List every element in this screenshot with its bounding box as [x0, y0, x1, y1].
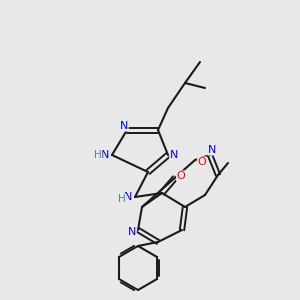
Text: N: N — [120, 121, 128, 131]
Text: O: O — [198, 157, 206, 167]
Text: N: N — [124, 192, 132, 202]
Text: O: O — [177, 171, 185, 181]
Text: H: H — [118, 194, 126, 204]
Text: N: N — [101, 150, 109, 160]
Text: N: N — [128, 227, 136, 237]
Text: N: N — [170, 150, 178, 160]
Text: N: N — [208, 145, 216, 155]
Text: H: H — [94, 150, 102, 160]
